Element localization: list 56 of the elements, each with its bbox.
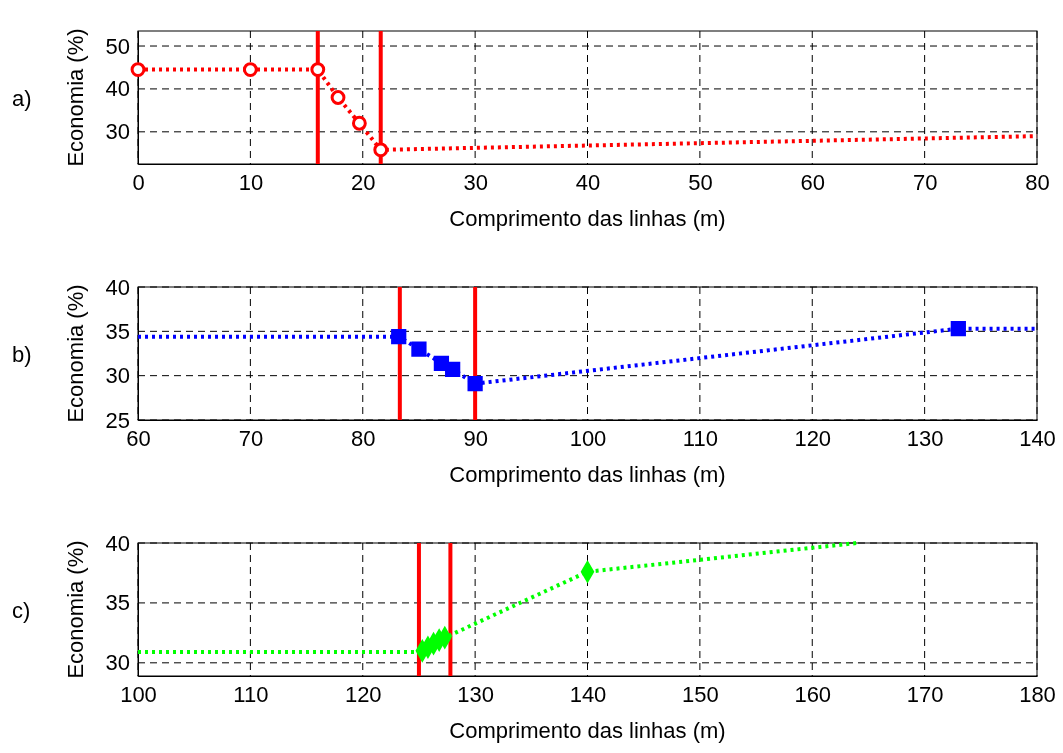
point <box>411 341 427 357</box>
point <box>130 62 146 78</box>
x-tick-label: 100 <box>569 425 607 451</box>
x-tick-label: 160 <box>794 681 832 707</box>
y-tick-label: 30 <box>105 650 130 676</box>
x-tick-label: 140 <box>569 681 607 707</box>
x-tick-label: 20 <box>351 169 376 195</box>
x-tick-label: 120 <box>794 425 832 451</box>
x-tick-label: 50 <box>688 169 713 195</box>
x-tick-label: 10 <box>238 169 264 195</box>
y-axis-title: Economia (%) <box>63 540 88 679</box>
point <box>445 361 461 378</box>
x-tick-label: 130 <box>906 425 944 451</box>
x-axis-title: Comprimento das linhas (m) <box>449 206 726 231</box>
point <box>950 321 966 337</box>
point <box>391 329 407 345</box>
x-tick-label: 70 <box>238 425 264 451</box>
y-axis-title: Economia (%) <box>63 28 88 167</box>
y-tick-label: 30 <box>105 363 130 389</box>
x-tick-label: 180 <box>1019 681 1056 707</box>
x-tick-label: 60 <box>800 169 825 195</box>
x-tick-label: 170 <box>906 681 944 707</box>
y-tick-label: 50 <box>105 33 130 59</box>
y-tick-label: 40 <box>105 530 130 556</box>
y-tick-label: 35 <box>105 318 130 344</box>
x-tick-label: 120 <box>344 681 382 707</box>
y-tick-label: 40 <box>105 76 130 102</box>
x-tick-label: 80 <box>1025 169 1050 195</box>
y-tick-label: 35 <box>105 590 130 616</box>
x-tick-label: 100 <box>120 681 157 707</box>
x-tick-label: 130 <box>457 681 494 707</box>
x-tick-label: 80 <box>351 425 376 451</box>
y-axis-title: Economia (%) <box>63 284 88 423</box>
x-tick-label: 0 <box>132 169 145 195</box>
x-axis-title: Comprimento das linhas (m) <box>449 462 726 487</box>
x-tick-label: 40 <box>575 169 601 195</box>
point <box>242 62 258 78</box>
x-axis-title: Comprimento das linhas (m) <box>449 718 726 743</box>
point <box>351 115 367 131</box>
text: a) <box>12 85 32 111</box>
point <box>467 376 483 392</box>
text: b) <box>12 341 32 367</box>
x-tick-label: 90 <box>463 425 488 451</box>
x-tick-label: 30 <box>463 169 488 195</box>
x-tick-label: 70 <box>912 169 938 195</box>
x-tick-label: 150 <box>682 681 719 707</box>
point <box>373 142 389 158</box>
point <box>330 90 346 105</box>
text: c) <box>12 597 31 623</box>
x-tick-label: 140 <box>1019 425 1056 451</box>
y-tick-label: 30 <box>105 119 130 145</box>
y-tick-label: 25 <box>105 407 130 433</box>
x-tick-label: 110 <box>233 681 269 707</box>
x-tick-label: 110 <box>682 425 718 451</box>
y-tick-label: 40 <box>105 274 130 300</box>
point <box>310 62 326 78</box>
